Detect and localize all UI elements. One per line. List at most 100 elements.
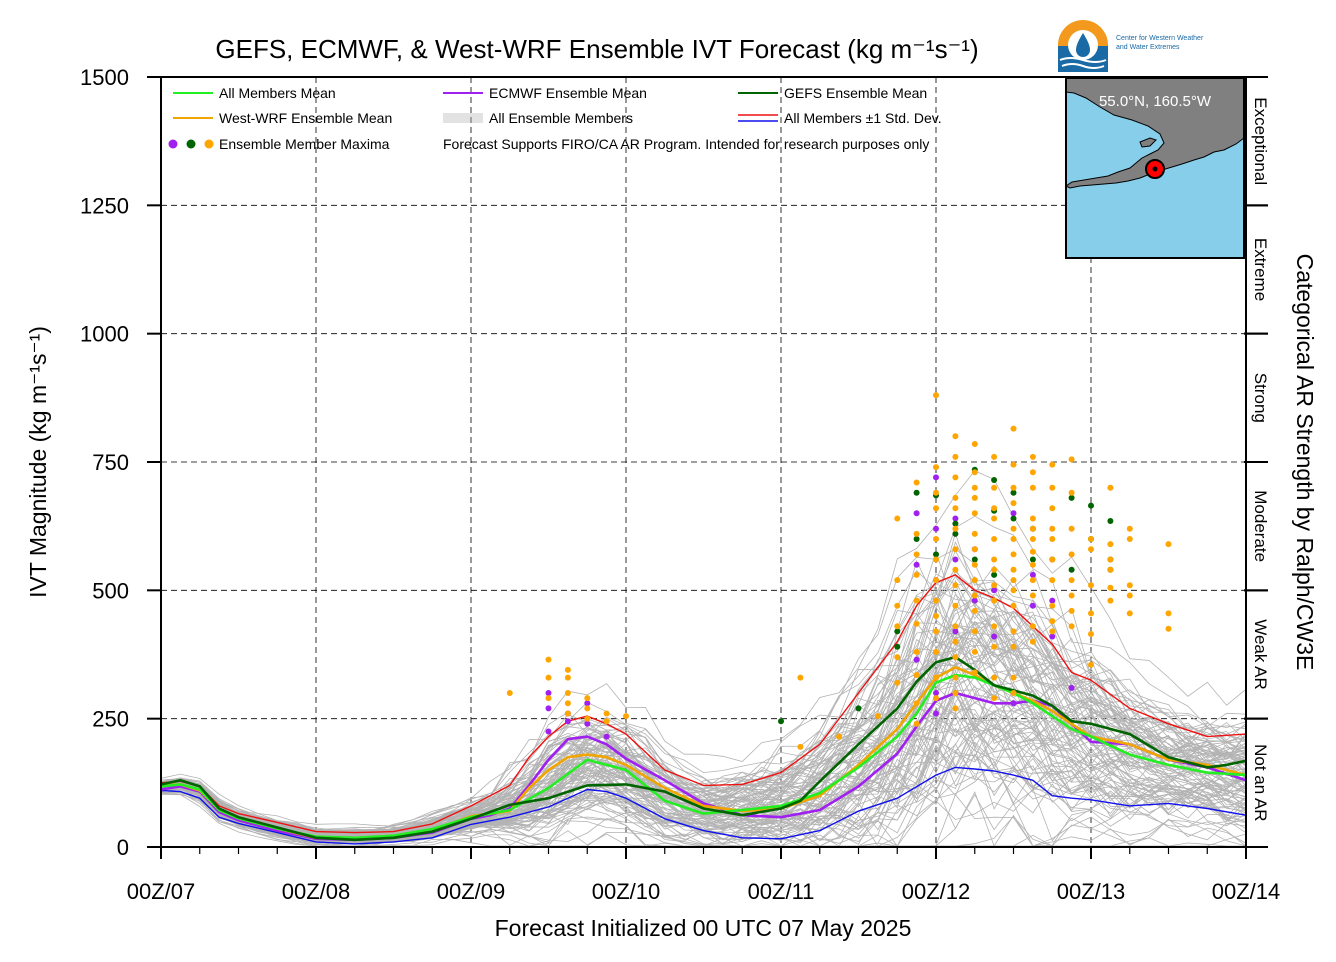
- orange-maxima-dot: [913, 720, 920, 727]
- orange-maxima-dot: [952, 474, 959, 481]
- orange-maxima-dot: [1068, 525, 1075, 532]
- category-label: Exceptional: [1251, 97, 1270, 185]
- orange-maxima-dot: [894, 515, 901, 522]
- orange-maxima-dot: [1029, 638, 1036, 645]
- orange-maxima-dot: [1068, 577, 1075, 584]
- purple-maxima-dot: [1068, 684, 1075, 691]
- orange-maxima-dot: [1029, 453, 1036, 460]
- legend: All Members Mean ECMWF Ensemble Mean GEFS …: [168, 85, 942, 152]
- orange-maxima-dot: [545, 695, 552, 702]
- green-maxima-dot: [952, 520, 959, 527]
- green-maxima-dot: [933, 551, 939, 558]
- orange-maxima-dot: [1010, 587, 1017, 594]
- green-maxima-dot: [971, 556, 978, 563]
- green-maxima-dot: [913, 536, 920, 542]
- orange-maxima-dot: [991, 597, 998, 604]
- orange-maxima-dot: [991, 515, 998, 522]
- legend-label: All Members Mean: [219, 85, 336, 101]
- orange-maxima-dot: [991, 505, 998, 512]
- legend-label: All Ensemble Members: [489, 110, 633, 126]
- orange-maxima-dot: [1088, 631, 1094, 637]
- orange-maxima-dot: [894, 602, 901, 609]
- green-maxima-dot: [1107, 518, 1114, 524]
- y-tick-label: 1500: [80, 65, 129, 90]
- x-tick-label: 00Z/12: [902, 879, 971, 904]
- orange-maxima-dot: [991, 453, 998, 460]
- orange-maxima-dot: [545, 656, 552, 663]
- y-tick-label: 500: [92, 578, 129, 603]
- orange-maxima-dot: [1010, 566, 1017, 573]
- orange-maxima-dot: [1029, 536, 1036, 542]
- orange-maxima-dot: [952, 453, 959, 460]
- orange-maxima-dot: [1029, 592, 1036, 599]
- inset-map-island: [1139, 137, 1157, 148]
- ensemble-member-line: [161, 470, 1246, 827]
- orange-maxima-dot: [971, 530, 978, 537]
- orange-maxima-dot: [1107, 541, 1114, 548]
- orange-maxima-dot: [1088, 536, 1094, 542]
- series-lines: [161, 574, 1246, 845]
- orange-maxima-dot: [836, 733, 843, 740]
- orange-maxima-dot: [952, 674, 959, 681]
- orange-maxima-dot: [933, 489, 939, 496]
- x-tick-label: 00Z/09: [437, 879, 506, 904]
- orange-maxima-dot: [1107, 597, 1114, 604]
- orange-maxima-dot: [603, 710, 610, 717]
- orange-maxima-dot: [584, 715, 591, 722]
- orange-maxima-dot: [991, 566, 998, 573]
- orange-maxima-dot: [1126, 582, 1133, 589]
- ensemble-members: [161, 470, 1246, 847]
- orange-maxima-dot: [1049, 602, 1056, 609]
- orange-maxima-dot: [913, 551, 920, 558]
- orange-maxima-dot: [913, 700, 920, 707]
- purple-maxima-dot: [913, 510, 920, 517]
- x-tick-label: 00Z/13: [1057, 879, 1126, 904]
- orange-maxima-dot: [1068, 489, 1075, 496]
- green-maxima-dot: [855, 705, 862, 712]
- orange-maxima-dot: [952, 602, 959, 609]
- orange-maxima-dot: [1029, 561, 1036, 568]
- orange-maxima-dot: [564, 700, 571, 707]
- inset-map: 55.0°N, 160.5°W: [1065, 77, 1245, 259]
- inset-map-location: 55.0°N, 160.5°W: [1099, 93, 1212, 110]
- orange-maxima-dot: [933, 597, 939, 604]
- category-label: Extreme: [1251, 238, 1270, 301]
- orange-maxima-dot: [894, 679, 901, 686]
- orange-maxima-dot: [952, 525, 959, 532]
- orange-maxima-dot: [1068, 592, 1075, 599]
- x-tick-label: 00Z/10: [592, 879, 661, 904]
- orange-maxima-dot: [1010, 628, 1017, 635]
- orange-maxima-dot: [952, 623, 959, 630]
- legend-label: All Members ±1 Std. Dev.: [784, 110, 942, 126]
- orange-maxima-dot: [952, 505, 959, 512]
- green-maxima-dot: [1068, 494, 1075, 501]
- green-maxima-dot: [952, 530, 959, 537]
- purple-maxima-dot: [564, 718, 571, 725]
- orange-maxima-dot: [952, 582, 959, 589]
- orange-maxima-dot: [1165, 625, 1172, 632]
- orange-maxima-dot: [1049, 536, 1056, 542]
- orange-maxima-dot: [1107, 584, 1114, 591]
- x-tick-label: 00Z/11: [748, 879, 815, 904]
- orange-maxima-dot: [933, 577, 939, 584]
- orange-maxima-dot: [1049, 484, 1056, 491]
- purple-maxima-dot: [933, 474, 939, 481]
- orange-maxima-dot: [971, 469, 978, 476]
- orange-maxima-dot: [913, 620, 920, 627]
- purple-maxima-dot: [1049, 633, 1056, 640]
- orange-maxima-dot: [1165, 541, 1172, 548]
- green-maxima-dot: [913, 489, 920, 496]
- orange-maxima-dot: [913, 571, 920, 578]
- orange-maxima-dot: [1088, 661, 1094, 668]
- orange-maxima-dot: [564, 666, 571, 673]
- legend-dot: [204, 139, 214, 149]
- ensemble-maxima-dots: [506, 392, 1172, 750]
- orange-maxima-dot: [913, 479, 920, 486]
- purple-maxima-dot: [933, 690, 939, 696]
- orange-maxima-dot: [1088, 546, 1094, 553]
- y-tick-label: 1000: [80, 322, 129, 347]
- legend-label: ECMWF Ensemble Mean: [489, 85, 647, 101]
- orange-maxima-dot: [564, 674, 571, 681]
- orange-maxima-dot: [1068, 623, 1075, 630]
- orange-maxima-dot: [1029, 469, 1036, 476]
